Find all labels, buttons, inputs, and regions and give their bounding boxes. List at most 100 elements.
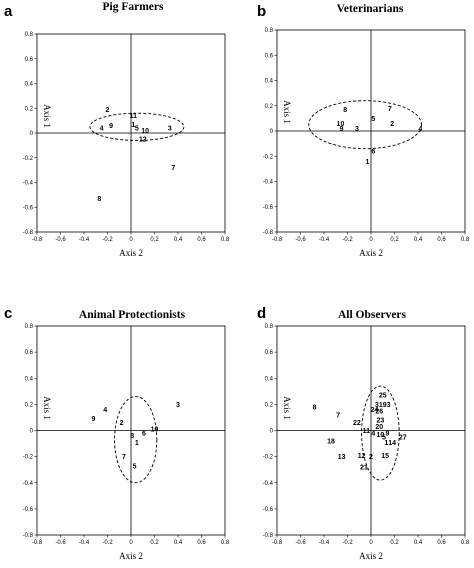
data-point-label: 5 — [371, 116, 375, 123]
panel-title: Pig Farmers — [103, 1, 165, 13]
y-tick-label: 0 — [270, 429, 274, 435]
data-point-label: 10 — [337, 121, 345, 128]
y-tick-label: -0.4 — [23, 481, 34, 487]
y-tick-label: -0.8 — [263, 230, 274, 236]
data-point-label: 25 — [379, 393, 387, 400]
data-point-label: 7 — [171, 165, 175, 172]
data-point-label: 6 — [142, 431, 146, 438]
y-axis-label: Axis 1 — [42, 104, 52, 128]
data-point-label: 2 — [106, 107, 110, 114]
y-tick-label: -0.8 — [23, 230, 34, 236]
data-point-label: 2 — [390, 121, 394, 128]
x-axis-label: Axis 2 — [359, 551, 383, 561]
data-point-label: 14 — [388, 440, 396, 447]
x-tick-label: 0 — [369, 540, 373, 546]
group-ellipse — [114, 396, 158, 484]
y-tick-label: 0 — [270, 129, 274, 135]
x-tick-label: 0.6 — [197, 237, 206, 243]
x-tick-label: -0.6 — [295, 540, 306, 546]
y-tick-label: -0.4 — [263, 481, 274, 487]
y-tick-label: -0.2 — [23, 455, 34, 461]
y-tick-label: 0.4 — [265, 79, 274, 85]
data-point-label: 27 — [399, 435, 407, 442]
y-tick-label: 0 — [30, 429, 34, 435]
x-tick-label: 0 — [369, 237, 373, 243]
x-tick-label: -0.2 — [342, 540, 353, 546]
y-tick-label: -0.8 — [263, 533, 274, 539]
y-tick-label: 0.6 — [25, 350, 34, 356]
y-tick-label: -0.4 — [263, 180, 274, 186]
y-tick-label: 0.8 — [265, 28, 274, 34]
y-tick-label: 0.4 — [25, 376, 34, 382]
data-point-label: 4 — [103, 407, 107, 414]
data-point-label: 9 — [340, 126, 344, 133]
y-tick-label: -0.6 — [23, 205, 34, 211]
y-tick-label: 0.2 — [265, 104, 274, 110]
x-tick-label: 0.4 — [414, 540, 423, 546]
data-point-label: 3 — [387, 402, 391, 409]
x-tick-label: 0.4 — [174, 237, 183, 243]
panel-b: b Veterinarians -0.8 -0.6 -0.4 -0.2 0 0.2 0.4 0.6… — [257, 3, 470, 258]
y-tick-label: 0.4 — [265, 376, 274, 382]
data-point-label: 3 — [375, 402, 379, 409]
y-tick-label: -0.2 — [263, 154, 274, 160]
y-tick-label: 0.8 — [25, 324, 34, 330]
y-tick-label: 0.6 — [25, 57, 34, 63]
data-point-label: 5 — [133, 463, 137, 470]
x-tick-label: -0.8 — [272, 540, 283, 546]
x-tick-label: -0.4 — [79, 540, 90, 546]
x-tick-label: 0.4 — [414, 237, 423, 243]
data-point-label: 15 — [381, 453, 389, 460]
data-point-label: 10 — [141, 128, 149, 135]
y-axis-label: Axis 1 — [42, 396, 52, 420]
x-tick-label: -0.2 — [102, 237, 113, 243]
data-point-label: 2 — [369, 454, 373, 461]
y-tick-label: -0.6 — [263, 205, 274, 211]
x-axis-label: Axis 2 — [119, 551, 143, 561]
x-tick-label: 0.8 — [461, 540, 470, 546]
panel-letter: d — [257, 305, 266, 322]
y-tick-label: -0.8 — [23, 533, 34, 539]
y-tick-label: 0.6 — [265, 53, 274, 59]
y-tick-label: -0.6 — [23, 507, 34, 513]
x-axis-label: Axis 2 — [359, 248, 383, 258]
data-point-label: 1 — [135, 440, 139, 447]
data-point-label: 19 — [379, 402, 387, 409]
data-point-label: 9 — [385, 431, 389, 438]
x-tick-label: -0.4 — [319, 237, 330, 243]
x-tick-label: 0 — [129, 540, 133, 546]
data-point-label: 12 — [358, 453, 366, 460]
x-tick-label: -0.2 — [342, 237, 353, 243]
data-point-label: 7 — [122, 454, 126, 461]
y-axis-label: Axis 1 — [282, 396, 292, 420]
x-tick-label: -0.4 — [79, 237, 90, 243]
x-axis-label: Axis 2 — [119, 248, 143, 258]
x-tick-label: 0.2 — [390, 540, 399, 546]
panel-letter: a — [4, 3, 13, 20]
x-tick-label: 0 — [129, 237, 133, 243]
group-ellipse — [361, 385, 400, 481]
x-tick-label: 0.6 — [437, 237, 446, 243]
y-tick-label: 0.8 — [265, 324, 274, 330]
x-tick-label: -0.6 — [55, 237, 66, 243]
x-tick-label: 0.2 — [150, 237, 159, 243]
panel-title: All Observers — [338, 309, 407, 321]
data-point-label: 4 — [371, 431, 375, 438]
data-point-label: 18 — [327, 438, 335, 445]
data-point-label: 9 — [91, 416, 95, 423]
group-ellipse — [89, 112, 185, 141]
y-tick-label: 0.2 — [265, 402, 274, 408]
panel-d: d All Observers -0.8 -0.6 -0.4 -0.2 0 0.2 0.4 0.6… — [257, 305, 470, 561]
data-point-label: 21 — [360, 465, 368, 472]
data-point-label: 7 — [336, 412, 340, 419]
x-tick-label: -0.8 — [272, 237, 283, 243]
data-point-label: 5 — [135, 126, 139, 133]
x-tick-label: -0.2 — [102, 540, 113, 546]
data-point-label: 1 — [131, 122, 135, 129]
x-tick-label: -0.6 — [55, 540, 66, 546]
x-tick-label: 0.2 — [150, 540, 159, 546]
data-point-label: 12 — [139, 137, 147, 144]
data-point-label: 10 — [151, 427, 159, 434]
data-point-label: 20 — [375, 424, 383, 431]
